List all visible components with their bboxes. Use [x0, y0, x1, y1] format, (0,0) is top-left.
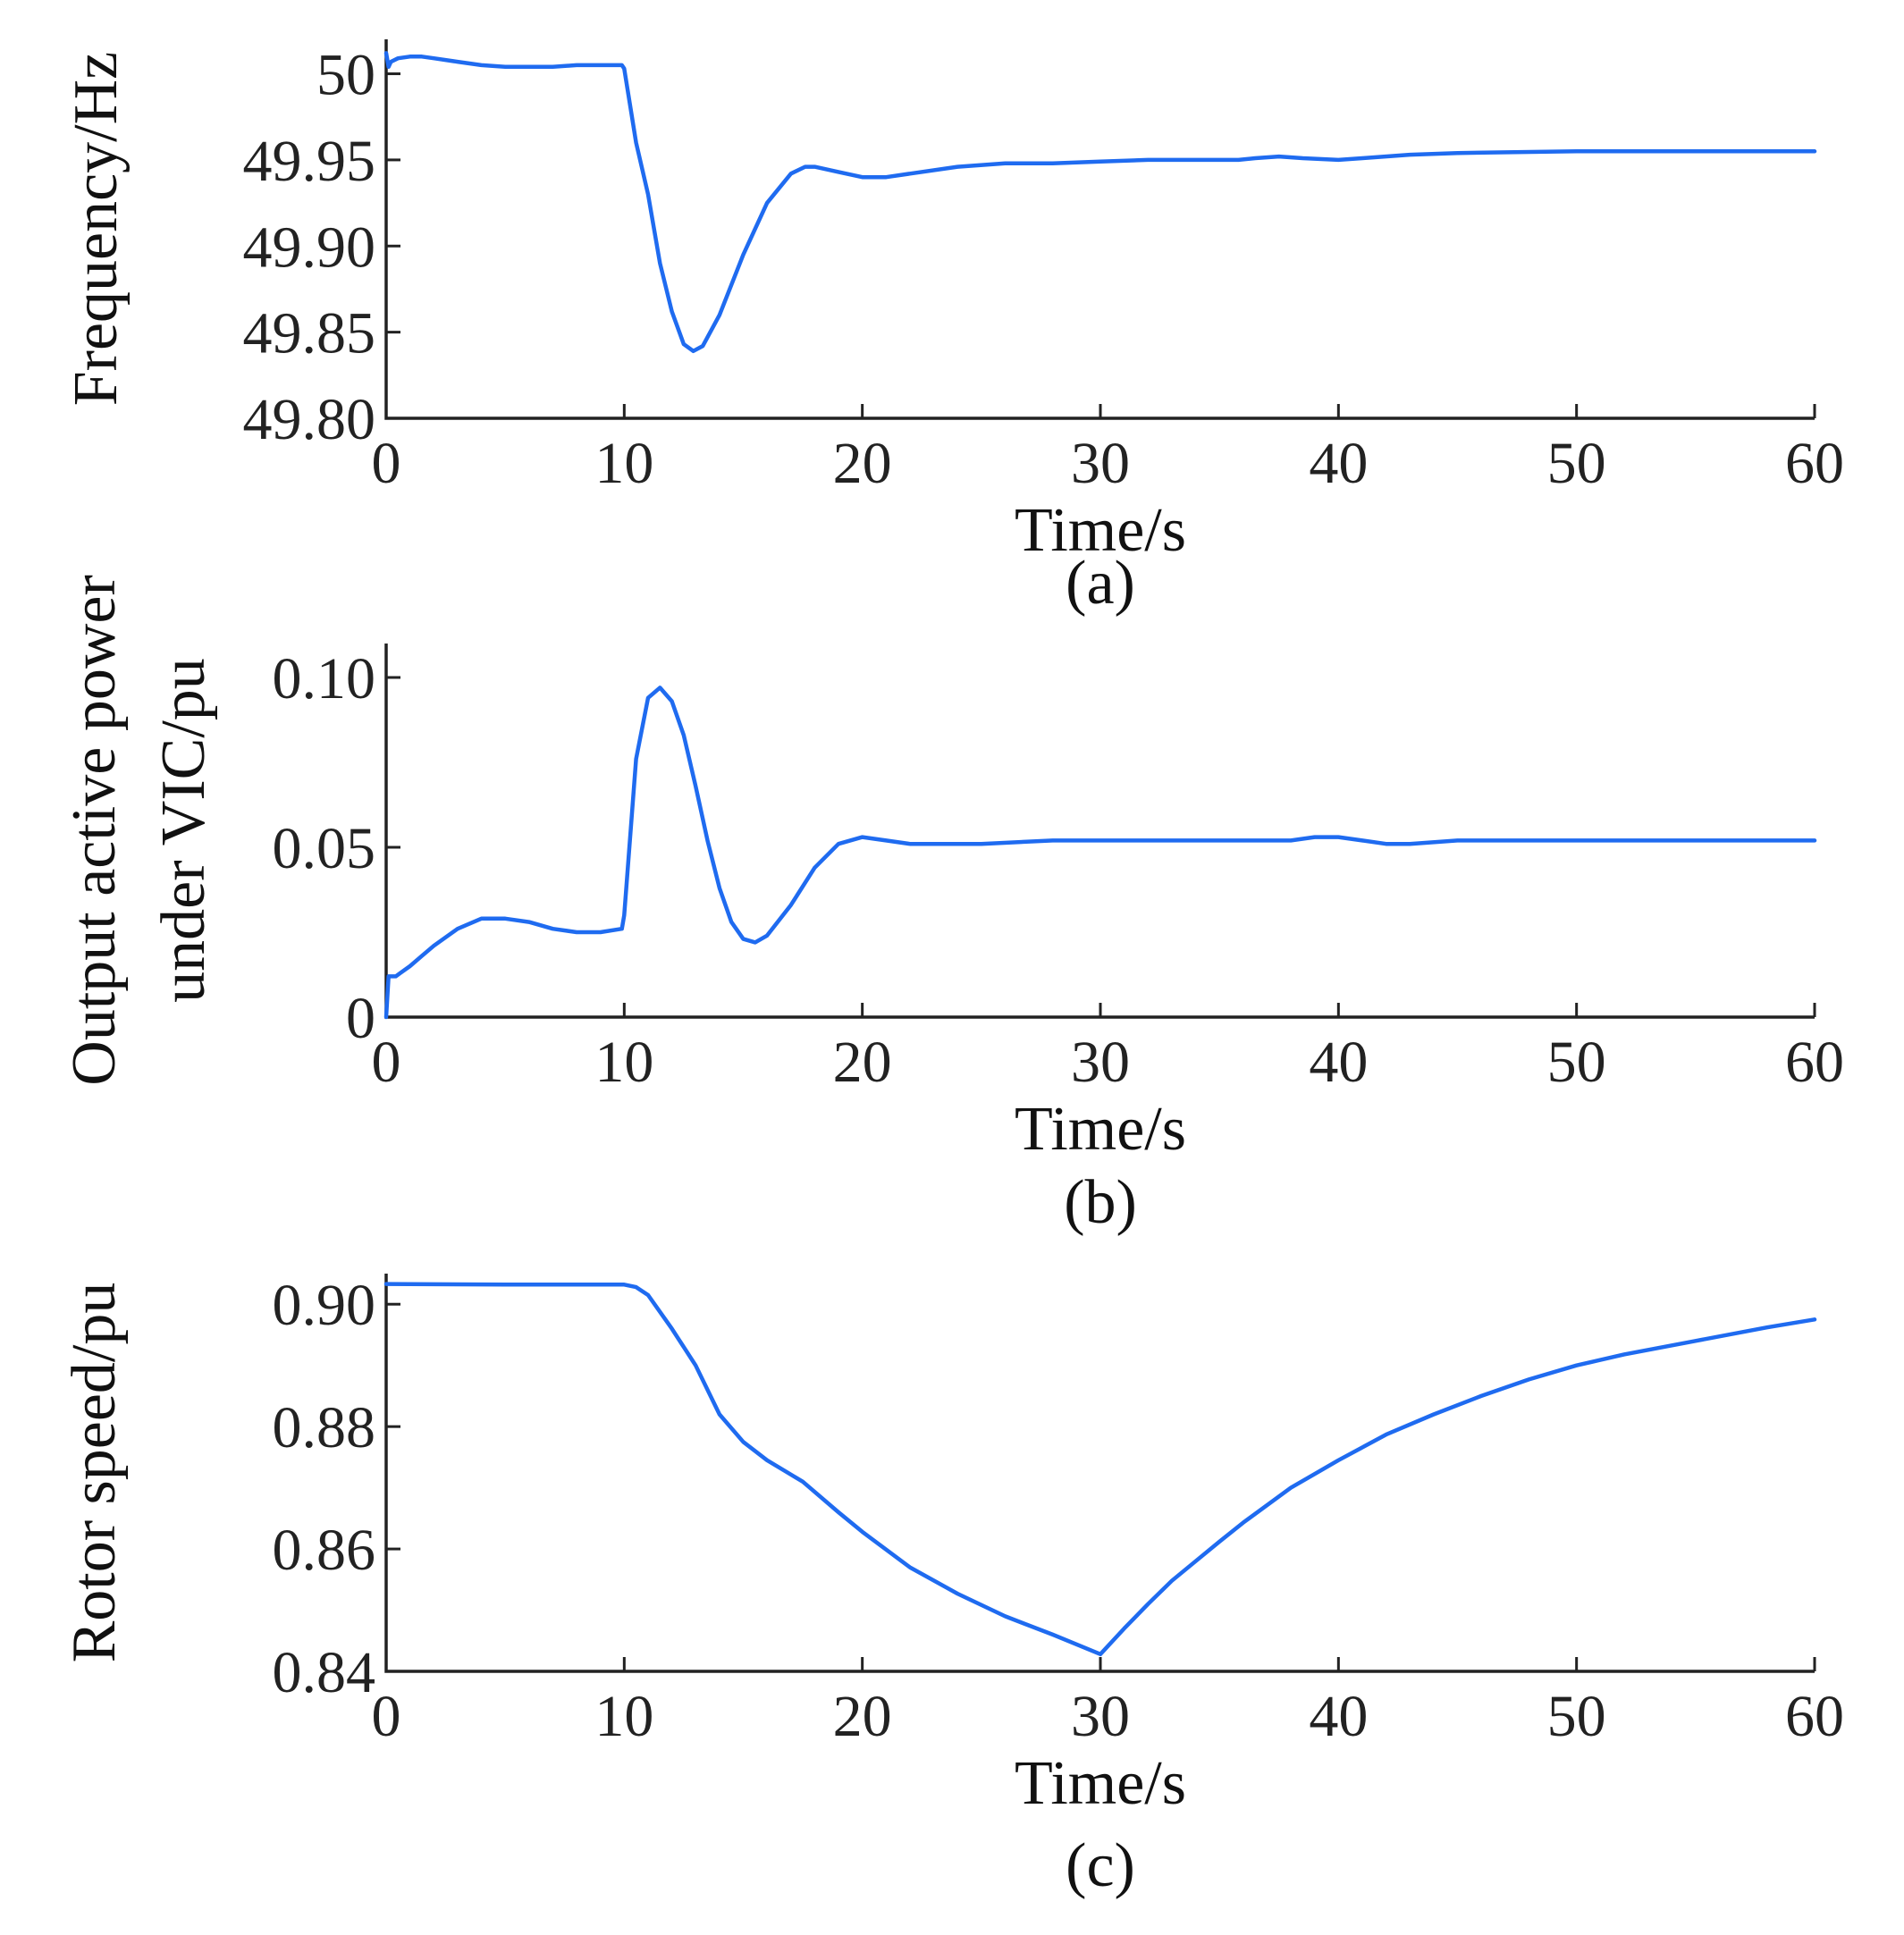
x-tick-label: 10 — [594, 1684, 653, 1749]
y-tick-label: 0.90 — [273, 1273, 376, 1338]
x-axis-title: Time/s — [1015, 496, 1186, 565]
x-tick-label: 50 — [1547, 431, 1606, 496]
x-tick-label: 40 — [1309, 431, 1368, 496]
y-axis-title: Rotor speed/pu — [60, 1283, 129, 1663]
y-tick-label: 0 — [346, 986, 375, 1051]
x-tick-label: 20 — [833, 431, 892, 496]
panel-caption: (c) — [1066, 1831, 1135, 1900]
y-tick-label: 0.05 — [273, 816, 376, 881]
panel-caption: (b) — [1064, 1168, 1137, 1237]
x-tick-label: 10 — [594, 1030, 653, 1095]
x-tick-label: 60 — [1785, 1030, 1844, 1095]
series-line-frequency — [383, 51, 1817, 354]
y-axis-title-line: under VIC/pu — [149, 658, 218, 1003]
series-line-rotor-speed — [383, 1282, 1817, 1657]
chart-panel-c: 0 10 20 30 40 50 60 0.90 0.88 0.86 0.84 Time/s (c) Ro… — [60, 1273, 1844, 1900]
x-tick-label: 10 — [594, 431, 653, 496]
x-tick-label: 40 — [1309, 1684, 1368, 1749]
x-axis-title: Time/s — [1015, 1749, 1186, 1818]
x-tick-label: 40 — [1309, 1030, 1368, 1095]
chart-panel-a: 0 10 20 30 40 50 60 50 49.95 49.90 49.85 49.80 Time/… — [62, 39, 1844, 618]
y-tick-label: 50 — [316, 43, 375, 108]
y-tick-label: 0.84 — [273, 1640, 376, 1705]
panel-caption: (a) — [1066, 549, 1135, 618]
y-axis-title: Frequency/Hz — [62, 52, 131, 407]
axes-frame — [384, 1274, 1815, 1673]
x-tick-label: 0 — [372, 1684, 401, 1749]
y-tick-label: 49.95 — [243, 129, 376, 194]
x-tick-label: 50 — [1547, 1030, 1606, 1095]
axes-frame — [384, 39, 1815, 420]
x-tick-label: 60 — [1785, 431, 1844, 496]
x-tick-label: 60 — [1785, 1684, 1844, 1749]
x-tick-label: 20 — [833, 1030, 892, 1095]
y-tick-label: 49.85 — [243, 301, 376, 366]
x-tick-label: 30 — [1071, 1684, 1130, 1749]
x-tick-label: 50 — [1547, 1684, 1606, 1749]
x-tick-label: 0 — [372, 1030, 401, 1095]
x-tick-label: 30 — [1071, 431, 1130, 496]
chart-panel-b: 0 10 20 30 40 50 60 0.10 0.05 0 Time/s(b) Output ac… — [60, 575, 1844, 1237]
series-line-output-active-power — [383, 686, 1817, 1020]
y-tick-label: 49.80 — [243, 387, 376, 452]
y-axis-title-line: Output active power — [60, 575, 129, 1085]
y-tick-label: 0.86 — [273, 1518, 376, 1583]
y-tick-label: 0.10 — [273, 646, 376, 711]
y-tick-label: 0.88 — [273, 1395, 376, 1460]
x-tick-label: 0 — [372, 431, 401, 496]
x-tick-label: 20 — [833, 1684, 892, 1749]
y-tick-label: 49.90 — [243, 215, 376, 280]
x-tick-label: 30 — [1071, 1030, 1130, 1095]
x-axis-title: Time/s — [1015, 1095, 1186, 1164]
axes-frame — [384, 644, 1815, 1019]
